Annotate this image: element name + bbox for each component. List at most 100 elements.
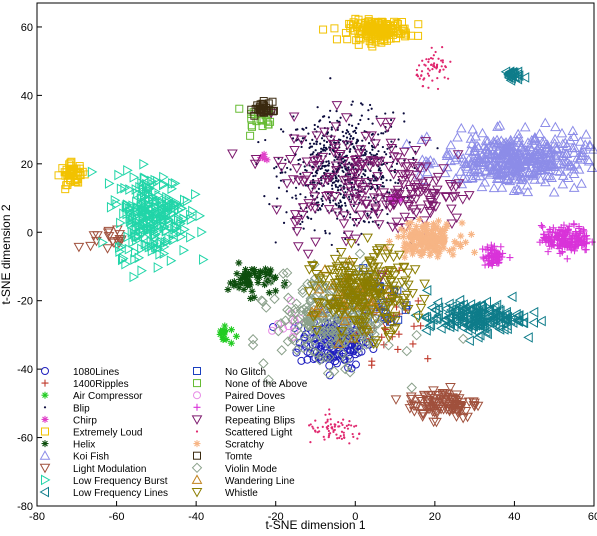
point-none-of-the-above xyxy=(258,122,267,131)
point-1080lines xyxy=(351,360,360,369)
point-power-line xyxy=(492,251,500,259)
point-low-frequency-lines xyxy=(488,314,498,325)
point-whistle xyxy=(370,314,382,325)
point-wandering-line xyxy=(316,307,328,318)
point-blip xyxy=(342,215,346,218)
point-blip xyxy=(327,116,331,119)
point-repeating-blips xyxy=(305,183,317,194)
point-repeating-blips xyxy=(340,187,351,197)
point-scratchy xyxy=(427,227,435,235)
point-koi-fish xyxy=(470,155,482,165)
point-low-frequency-lines xyxy=(528,306,539,318)
point-scattered-light xyxy=(418,64,421,67)
point-low-frequency-burst xyxy=(182,195,193,207)
point-blip xyxy=(291,196,294,199)
point-extremely-loud xyxy=(343,35,352,44)
point-violin-mode xyxy=(406,382,417,393)
point-scratchy xyxy=(426,251,434,259)
point-scratchy xyxy=(441,226,449,234)
point-scratchy xyxy=(404,220,412,228)
series-chirp xyxy=(257,150,271,164)
point-low-frequency-burst xyxy=(155,249,165,260)
point-scattered-light xyxy=(427,86,430,89)
point-blip xyxy=(330,243,333,247)
point-whistle xyxy=(307,312,319,322)
point-blip xyxy=(344,132,348,135)
point-light-modulation xyxy=(437,391,448,401)
point-1400ripples xyxy=(417,322,425,330)
point-scattered-light xyxy=(336,437,339,440)
point-blip xyxy=(347,166,350,169)
point-blip xyxy=(361,139,364,142)
point-low-frequency-burst xyxy=(98,237,108,248)
point-whistle xyxy=(360,284,371,295)
point-blip xyxy=(384,130,387,133)
point-scattered-light xyxy=(418,77,421,80)
point-blip xyxy=(330,126,333,129)
point-low-frequency-burst xyxy=(160,213,170,225)
point-blip xyxy=(389,179,392,182)
point-scratchy xyxy=(405,224,413,232)
point-helix xyxy=(233,270,241,278)
point-blip xyxy=(351,124,354,127)
point-koi-fish xyxy=(513,162,525,173)
point-blip xyxy=(342,135,345,138)
point-scattered-light xyxy=(435,66,438,69)
y-axis-label: t-SNE dimension 2 xyxy=(0,204,13,304)
point-low-frequency-burst xyxy=(158,205,168,217)
legend-item: Whistle xyxy=(191,488,258,499)
point-low-frequency-burst xyxy=(149,225,159,237)
point-low-frequency-lines xyxy=(440,314,451,326)
point-blip xyxy=(318,207,321,210)
point-light-modulation xyxy=(85,241,96,252)
point-violin-mode xyxy=(353,343,365,354)
point-power-line xyxy=(571,234,579,242)
point-whistle xyxy=(330,305,342,315)
point-blip xyxy=(386,212,389,216)
point-whistle xyxy=(398,299,410,309)
point-blip xyxy=(361,103,364,106)
point-low-frequency-burst xyxy=(170,178,181,189)
point-whistle xyxy=(381,275,393,286)
point-koi-fish xyxy=(556,127,568,138)
point-scratchy xyxy=(419,249,427,257)
point-light-modulation xyxy=(451,412,462,422)
point-blip xyxy=(343,159,346,162)
point-scattered-light xyxy=(436,87,440,91)
point-scattered-light xyxy=(332,430,335,433)
point-repeating-blips xyxy=(330,191,341,202)
point-extremely-loud xyxy=(69,165,78,174)
point-koi-fish xyxy=(588,144,597,154)
point-violin-mode xyxy=(247,339,259,351)
point-whistle xyxy=(335,248,347,258)
point-violin-mode xyxy=(326,325,337,337)
axes-frame xyxy=(36,2,595,507)
legend-label: 1400Ripples xyxy=(73,379,129,390)
point-blip xyxy=(345,154,348,158)
point-koi-fish xyxy=(557,150,569,161)
point-violin-mode xyxy=(290,303,301,315)
point-scratchy xyxy=(403,246,411,254)
legend-item: Tomte xyxy=(193,451,253,463)
point-blip xyxy=(279,171,282,175)
point-scattered-light xyxy=(342,431,345,434)
point-repeating-blips xyxy=(420,184,432,194)
point-low-frequency-burst xyxy=(142,215,153,227)
legend-item: Blip xyxy=(43,403,90,414)
point-whistle xyxy=(381,292,393,302)
point-koi-fish xyxy=(541,145,553,156)
point-blip xyxy=(303,165,306,168)
point-scattered-light xyxy=(429,57,433,60)
point-blip xyxy=(343,202,347,205)
point-blip xyxy=(367,196,370,199)
legend-marker xyxy=(193,451,201,460)
point-low-frequency-burst xyxy=(164,213,174,225)
point-scattered-light xyxy=(329,418,332,421)
point-blip xyxy=(308,146,311,149)
point-light-modulation xyxy=(457,413,469,424)
point-scratchy xyxy=(409,233,417,241)
point-repeating-blips xyxy=(429,189,440,200)
point-low-frequency-lines xyxy=(518,317,529,329)
point-violin-mode xyxy=(411,329,422,341)
point-repeating-blips xyxy=(310,237,321,248)
